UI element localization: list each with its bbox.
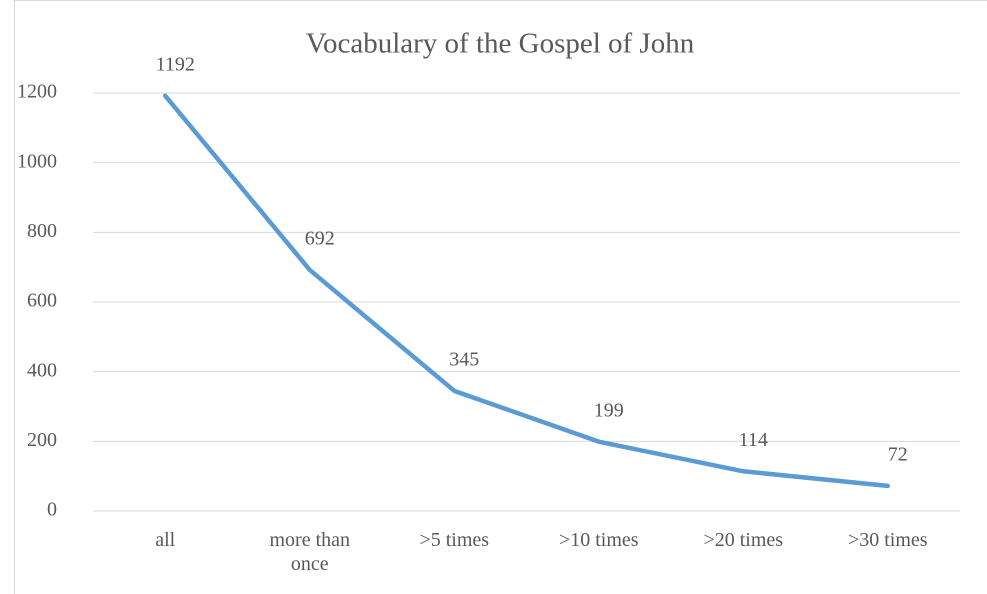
- y-tick-label: 1000: [17, 150, 57, 172]
- x-tick-label: >20 times: [703, 529, 784, 551]
- chart-title: Vocabulary of the Gospel of John: [306, 28, 695, 60]
- x-tick-label: all: [155, 529, 176, 551]
- y-tick-label: 0: [47, 499, 57, 521]
- data-label: 692: [305, 228, 335, 250]
- y-tick-label: 800: [27, 220, 57, 242]
- x-tick-label: >10 times: [558, 529, 639, 551]
- data-label: 1192: [156, 53, 195, 75]
- y-tick-label: 600: [27, 290, 57, 312]
- x-tick-label: >30 times: [847, 529, 928, 551]
- x-tick-label: >5 times: [419, 529, 490, 551]
- y-tick-label: 1200: [17, 81, 57, 103]
- data-label: 345: [449, 348, 479, 370]
- data-line: [163, 93, 890, 489]
- data-label: 114: [739, 429, 768, 451]
- x-tick-label: more than once: [269, 529, 351, 575]
- data-label: 199: [594, 399, 624, 421]
- y-tick-label: 200: [27, 429, 57, 451]
- data-label: 72: [888, 444, 908, 466]
- chart-border: [14, 0, 987, 594]
- y-tick-label: 400: [27, 359, 57, 381]
